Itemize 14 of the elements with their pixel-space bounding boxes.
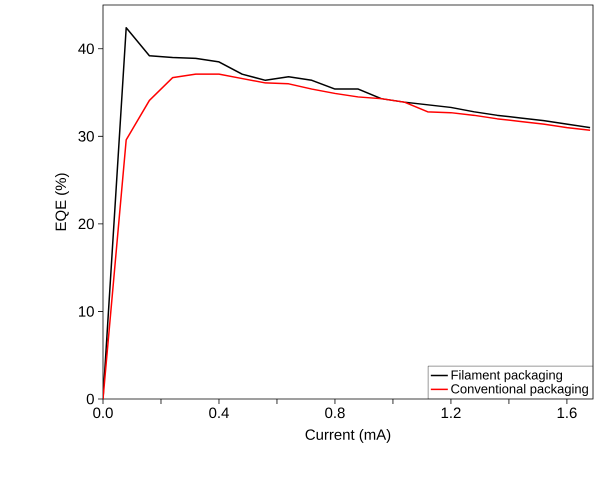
legend-label: Filament packaging (452, 370, 562, 382)
x-axis-title: Current (mA) (306, 428, 390, 443)
x-tick-label: 0.4 (209, 408, 229, 418)
y-tick-label: 40 (78, 43, 94, 54)
y-tick-label: 30 (78, 131, 94, 142)
x-tick-label: 1.6 (558, 408, 577, 418)
y-tick-label: 20 (78, 218, 94, 230)
x-tick-label: 0.8 (325, 408, 345, 418)
y-axis-title: EQE (%) (55, 173, 70, 230)
legend-label: Conventional packaging (451, 384, 588, 396)
x-tick-label: 0.0 (93, 408, 113, 418)
y-tick-label: 10 (79, 306, 94, 317)
y-tick-label: 0 (86, 394, 94, 404)
x-tick-label: 1.2 (442, 408, 461, 418)
